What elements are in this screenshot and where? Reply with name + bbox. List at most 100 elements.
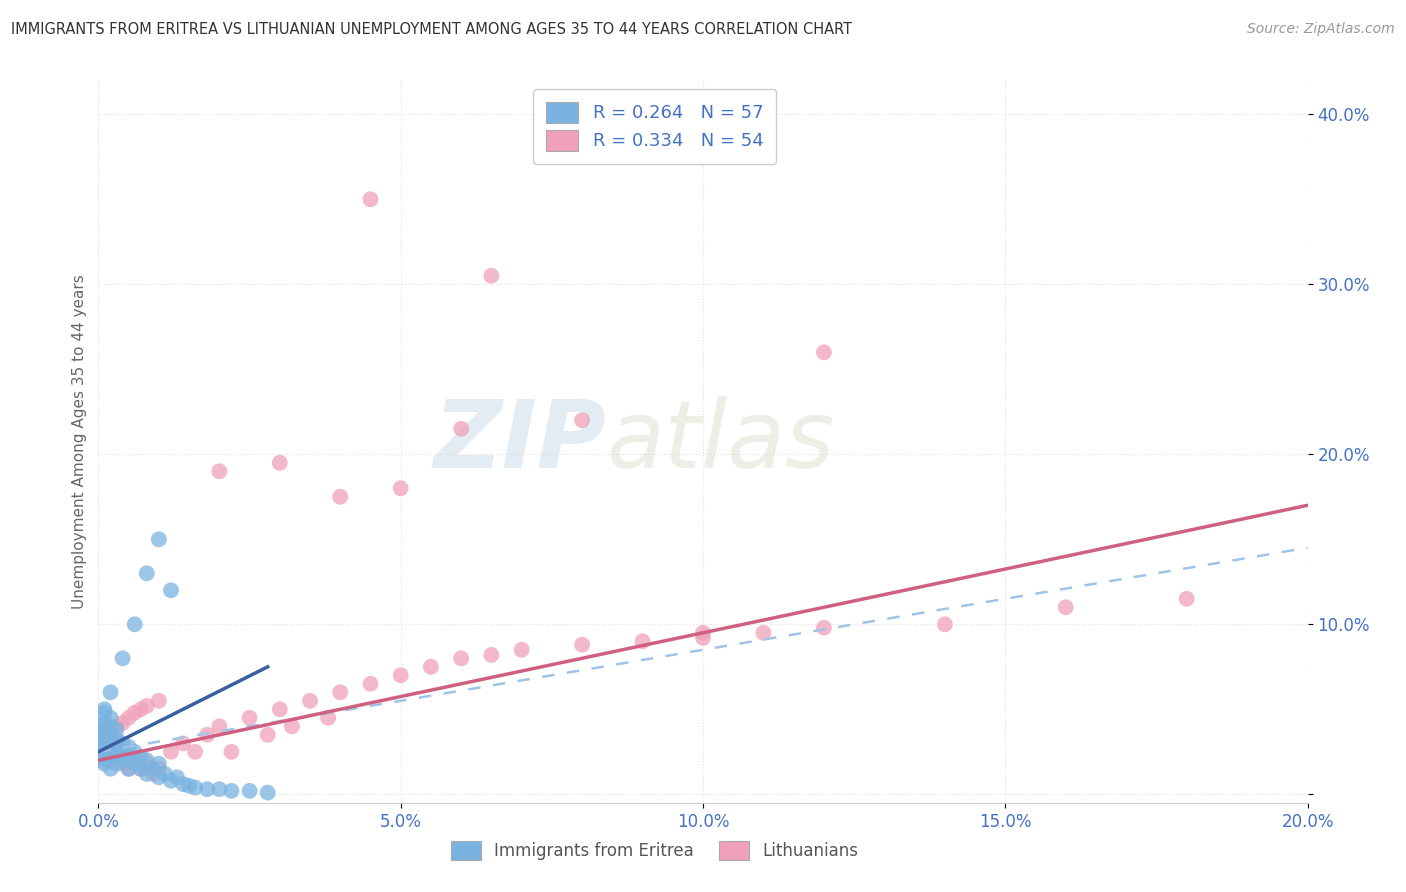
Point — [269, 456, 291, 470]
Point — [281, 719, 304, 733]
Point — [93, 745, 115, 759]
Point — [118, 750, 141, 764]
Point — [195, 728, 218, 742]
Point — [111, 745, 134, 759]
Point — [510, 642, 533, 657]
Point — [93, 732, 115, 747]
Text: ZIP: ZIP — [433, 395, 606, 488]
Point — [124, 617, 146, 632]
Point — [87, 736, 110, 750]
Point — [87, 753, 110, 767]
Point — [105, 756, 128, 771]
Point — [571, 638, 593, 652]
Point — [129, 762, 152, 776]
Point — [87, 745, 110, 759]
Point — [153, 767, 176, 781]
Point — [93, 706, 115, 720]
Point — [111, 753, 134, 767]
Point — [93, 756, 115, 771]
Point — [111, 715, 134, 730]
Point — [129, 750, 152, 764]
Point — [129, 702, 152, 716]
Point — [360, 192, 382, 206]
Point — [269, 702, 291, 716]
Point — [118, 762, 141, 776]
Point — [124, 745, 146, 759]
Point — [1054, 600, 1077, 615]
Point — [481, 648, 503, 662]
Point — [93, 715, 115, 730]
Point — [135, 566, 157, 581]
Point — [100, 728, 122, 742]
Point — [135, 756, 157, 771]
Point — [389, 481, 412, 495]
Point — [105, 732, 128, 747]
Point — [129, 762, 152, 776]
Point — [299, 694, 322, 708]
Point — [100, 723, 122, 737]
Point — [100, 745, 122, 759]
Point — [148, 694, 170, 708]
Point — [389, 668, 412, 682]
Point — [111, 756, 134, 771]
Point — [360, 677, 382, 691]
Point — [450, 651, 472, 665]
Point — [135, 753, 157, 767]
Point — [184, 745, 207, 759]
Point — [160, 745, 183, 759]
Point — [118, 711, 141, 725]
Point — [118, 762, 141, 776]
Point — [87, 719, 110, 733]
Point — [172, 777, 194, 791]
Text: atlas: atlas — [606, 396, 835, 487]
Point — [87, 736, 110, 750]
Point — [100, 711, 122, 725]
Text: Source: ZipAtlas.com: Source: ZipAtlas.com — [1247, 22, 1395, 37]
Y-axis label: Unemployment Among Ages 35 to 44 years: Unemployment Among Ages 35 to 44 years — [72, 274, 87, 609]
Point — [329, 685, 352, 699]
Point — [93, 728, 115, 742]
Point — [93, 750, 115, 764]
Point — [142, 767, 165, 781]
Point — [481, 268, 503, 283]
Point — [148, 770, 170, 784]
Point — [93, 702, 115, 716]
Point — [239, 784, 262, 798]
Point — [105, 723, 128, 737]
Point — [100, 753, 122, 767]
Point — [221, 784, 243, 798]
Point — [124, 753, 146, 767]
Point — [166, 770, 188, 784]
Point — [256, 786, 278, 800]
Point — [100, 736, 122, 750]
Point — [329, 490, 352, 504]
Point — [692, 625, 714, 640]
Point — [93, 723, 115, 737]
Legend: Immigrants from Eritrea, Lithuanians: Immigrants from Eritrea, Lithuanians — [444, 834, 865, 867]
Point — [160, 773, 183, 788]
Point — [239, 711, 262, 725]
Point — [813, 345, 835, 359]
Point — [105, 750, 128, 764]
Point — [184, 780, 207, 795]
Point — [142, 762, 165, 776]
Point — [105, 719, 128, 733]
Point — [420, 660, 443, 674]
Point — [221, 745, 243, 759]
Point — [124, 756, 146, 771]
Point — [316, 711, 339, 725]
Point — [124, 706, 146, 720]
Point — [256, 728, 278, 742]
Point — [692, 631, 714, 645]
Point — [111, 736, 134, 750]
Point — [208, 719, 231, 733]
Point — [813, 621, 835, 635]
Text: IMMIGRANTS FROM ERITREA VS LITHUANIAN UNEMPLOYMENT AMONG AGES 35 TO 44 YEARS COR: IMMIGRANTS FROM ERITREA VS LITHUANIAN UN… — [11, 22, 852, 37]
Point — [100, 685, 122, 699]
Point — [87, 728, 110, 742]
Point — [208, 782, 231, 797]
Point — [135, 767, 157, 781]
Point — [148, 762, 170, 776]
Point — [100, 719, 122, 733]
Point — [148, 756, 170, 771]
